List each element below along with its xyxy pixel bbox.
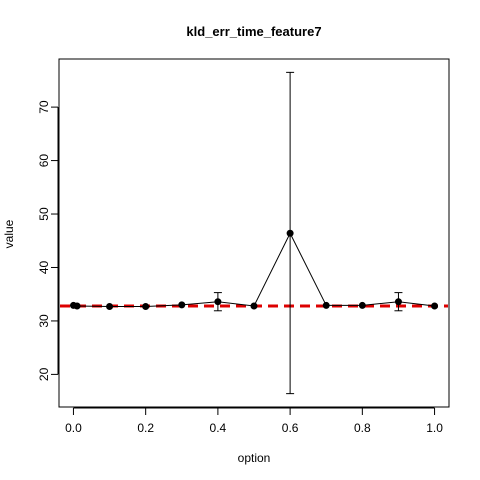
data-point — [142, 303, 150, 311]
x-tick-label: 0.8 — [354, 421, 371, 435]
data-points — [69, 229, 439, 311]
x-tick-label: 1.0 — [426, 421, 443, 435]
data-point — [106, 303, 114, 311]
data-point — [431, 302, 439, 310]
x-tick-label: 0.0 — [65, 421, 82, 435]
chart-title: kld_err_time_feature7 — [186, 24, 321, 39]
data-point — [250, 302, 258, 310]
y-axis: 20 30 40 50 60 70 — [37, 100, 59, 381]
x-axis: 0.0 0.2 0.4 0.6 0.8 1.0 — [65, 407, 443, 435]
data-point — [322, 301, 330, 309]
x-tick-label: 0.2 — [137, 421, 154, 435]
y-tick-label: 60 — [37, 154, 51, 168]
data-point — [73, 302, 81, 310]
data-point — [214, 298, 222, 306]
data-point — [178, 301, 186, 309]
plot-frame — [58, 58, 450, 408]
x-tick-label: 0.4 — [210, 421, 227, 435]
data-point — [286, 229, 294, 237]
y-tick-label: 70 — [37, 100, 51, 114]
y-tick-label: 40 — [37, 260, 51, 274]
x-axis-label: option — [238, 451, 271, 465]
y-tick-label: 20 — [37, 367, 51, 381]
y-tick-label: 50 — [37, 207, 51, 221]
data-point — [358, 301, 366, 309]
series-line-layer — [73, 232, 435, 308]
y-axis-label: value — [2, 219, 16, 248]
x-tick-label: 0.6 — [282, 421, 299, 435]
y-tick-label: 30 — [37, 314, 51, 328]
series-line — [73, 232, 435, 308]
data-point — [394, 298, 402, 306]
